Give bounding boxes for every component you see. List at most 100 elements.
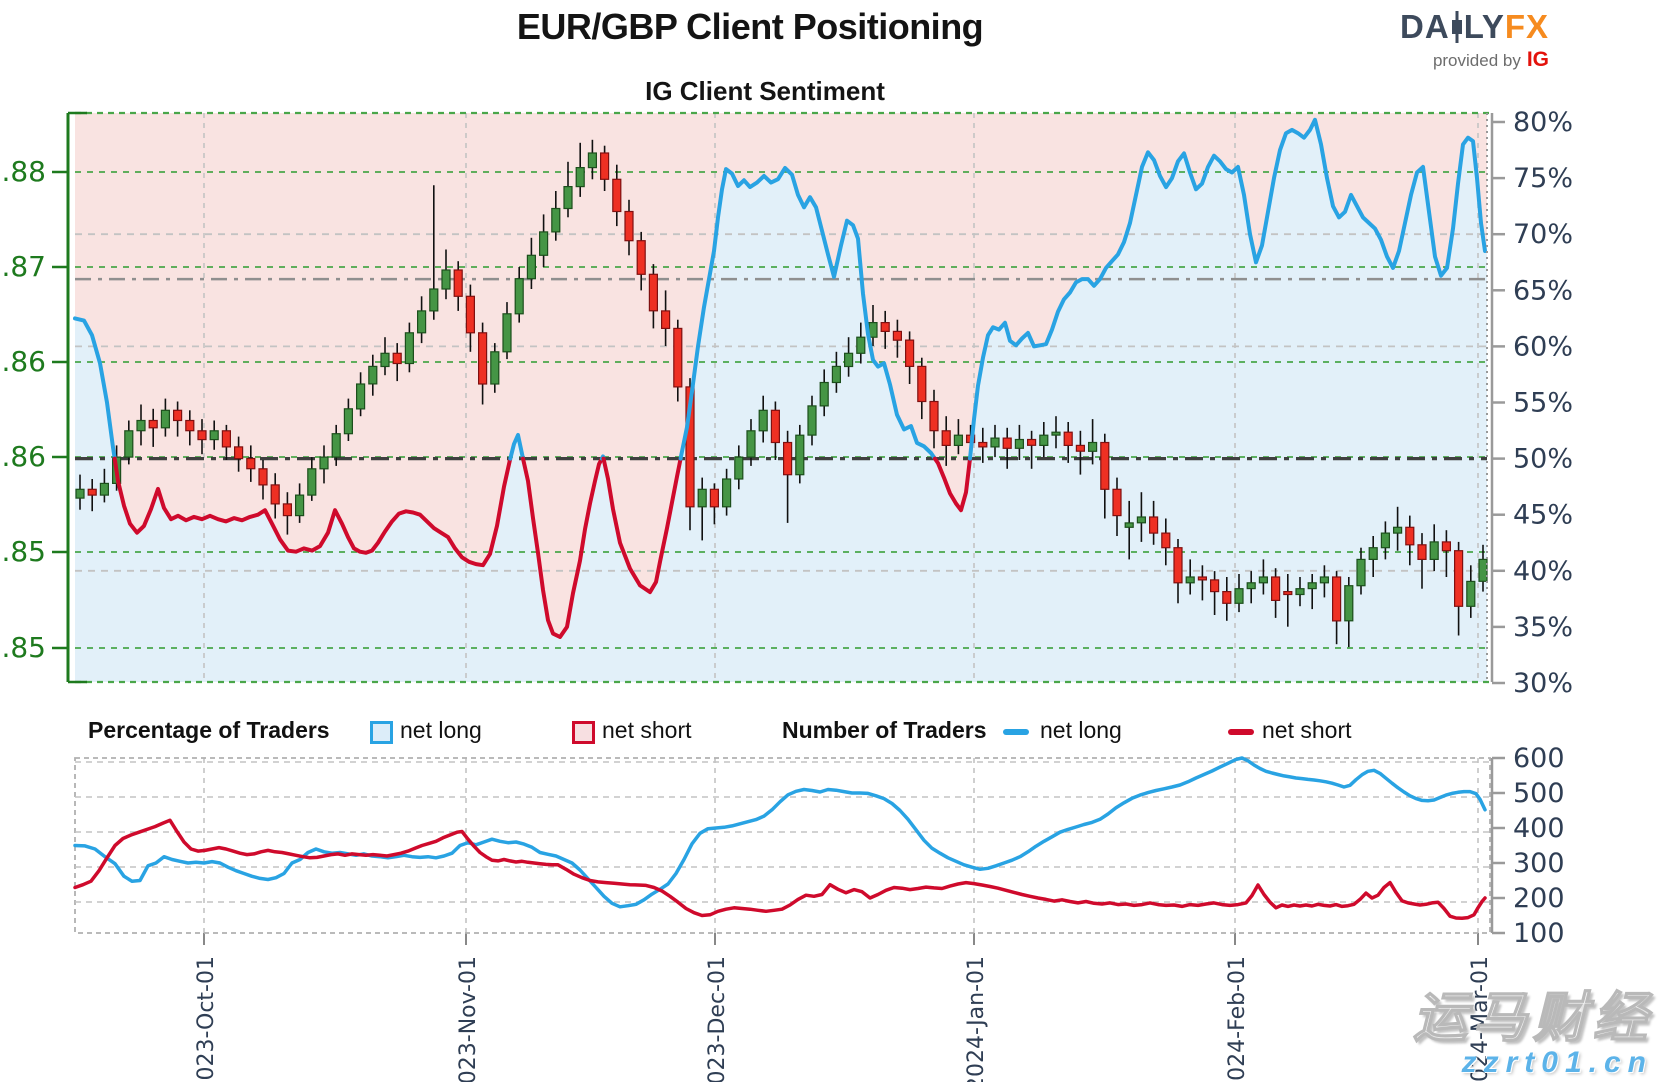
ig-logo: IG bbox=[1526, 48, 1549, 71]
candle-body-bull bbox=[1478, 558, 1488, 582]
candle-body-bull bbox=[417, 310, 427, 334]
candle-body-bull bbox=[1466, 580, 1476, 607]
legend-num-net-short: net short bbox=[1262, 717, 1352, 743]
candle-body-bull bbox=[319, 456, 329, 470]
candle-body-bull bbox=[1014, 438, 1025, 449]
candle-body-bear bbox=[185, 419, 195, 432]
candle-body-bull bbox=[746, 430, 756, 458]
net-long-square-icon bbox=[370, 721, 393, 744]
candle-body-bear bbox=[258, 468, 268, 486]
price-axis-label: 0.87 bbox=[0, 250, 46, 283]
legend-percentage-of-traders: Percentage of Traders bbox=[88, 717, 330, 743]
logo-fx: FX bbox=[1504, 8, 1549, 45]
candle-body-bear bbox=[941, 430, 951, 446]
pct-net-short-line bbox=[112, 456, 513, 568]
candle-body-bull bbox=[514, 278, 524, 315]
count-axis-label: 600 bbox=[1513, 743, 1565, 774]
logo-ly: LY bbox=[1463, 8, 1505, 45]
candle-body-bear bbox=[453, 269, 463, 297]
candle-body-bear bbox=[173, 409, 183, 422]
candle-body-bear bbox=[1063, 431, 1073, 447]
pct-net-short-line bbox=[521, 456, 604, 639]
net-long-majority-area bbox=[75, 119, 1487, 683]
candle-body-bull bbox=[404, 332, 414, 365]
candle-body-bull bbox=[1258, 576, 1269, 584]
net-short-square-icon bbox=[572, 721, 595, 744]
candle-body-bull bbox=[843, 352, 854, 368]
pct-axis-label: 70% bbox=[1513, 219, 1573, 250]
candle-body-bear bbox=[221, 430, 231, 448]
candle-body-bull bbox=[551, 207, 561, 233]
candle-body-bull bbox=[1185, 576, 1195, 584]
count-axis-label: 300 bbox=[1513, 848, 1565, 879]
candle-body-bear bbox=[880, 322, 890, 333]
candle-body-bear bbox=[197, 430, 207, 441]
candle-body-bear bbox=[917, 365, 927, 403]
net-long-line-icon bbox=[1003, 729, 1029, 735]
legend-pct-net-long: net long bbox=[400, 717, 482, 743]
candle-body-bull bbox=[856, 336, 866, 354]
x-axis-date-label: 2024-Jan-01 bbox=[964, 956, 989, 1082]
candle-body-bull bbox=[1039, 434, 1049, 447]
candle-body-bull bbox=[807, 405, 817, 436]
x-axis-date-label: 2024-Feb-01 bbox=[1225, 956, 1250, 1082]
candle-body-bull bbox=[75, 488, 85, 499]
candle-body-bear bbox=[148, 419, 158, 429]
candle-body-bull bbox=[1392, 526, 1403, 534]
pct-net-short-line bbox=[932, 456, 972, 513]
dailyfx-logo: DA LY FX bbox=[1400, 8, 1549, 46]
candle-body-bull bbox=[1356, 558, 1366, 587]
candles-layer bbox=[75, 139, 1488, 648]
price-axis-label: 0.86 bbox=[0, 440, 46, 473]
candle-body-bear bbox=[1002, 437, 1012, 449]
pct-net-long-line bbox=[508, 433, 525, 461]
provided-by: provided by IG bbox=[1433, 48, 1549, 72]
candle-body-bear bbox=[624, 210, 634, 242]
candle-body-bear bbox=[87, 488, 97, 496]
candle-body-bear bbox=[929, 400, 939, 432]
candle-body-bear bbox=[1148, 516, 1159, 534]
candle-body-bull bbox=[343, 408, 353, 435]
count-axis-label: 100 bbox=[1513, 918, 1565, 949]
candle-body-bull bbox=[1380, 532, 1391, 549]
candle-body-bear bbox=[1331, 576, 1342, 622]
candle-body-bull bbox=[563, 186, 573, 210]
candle-body-bull bbox=[1124, 522, 1134, 528]
x-axis-date-label: 2023-Oct-01 bbox=[194, 956, 219, 1082]
provided-by-text: provided by bbox=[1432, 51, 1521, 70]
candle-body-bull bbox=[1246, 582, 1256, 590]
candle-body-bull bbox=[1368, 547, 1378, 561]
candle-body-bull bbox=[734, 456, 744, 480]
candle-body-bear bbox=[1283, 590, 1293, 596]
logo-da: DA bbox=[1400, 8, 1450, 45]
candle-body-bull bbox=[697, 488, 707, 508]
legend-number-of-traders: Number of Traders bbox=[782, 717, 987, 743]
candle-body-bull bbox=[380, 352, 390, 368]
candle-body-bear bbox=[636, 240, 646, 275]
candle-body-bull bbox=[136, 419, 146, 432]
price-axis-label: 0.85 bbox=[0, 535, 46, 568]
candle-body-bear bbox=[599, 152, 610, 180]
candle-body-bull bbox=[209, 430, 219, 441]
candle-body-bull bbox=[831, 365, 842, 384]
candle-body-bear bbox=[270, 484, 280, 505]
candle-body-bear bbox=[673, 327, 683, 388]
candle-body-bear bbox=[1222, 590, 1232, 604]
candle-body-bull bbox=[307, 468, 317, 496]
candle-body-bear bbox=[904, 339, 915, 368]
candle-body-bear bbox=[1100, 441, 1110, 490]
candle-body-bear bbox=[1197, 576, 1208, 581]
candle-body-bear bbox=[478, 332, 488, 385]
candle-body-bear bbox=[1026, 438, 1037, 446]
candle-body-bear bbox=[1441, 541, 1452, 552]
candle-body-bear bbox=[1417, 544, 1427, 560]
pct-axis-label: 60% bbox=[1513, 331, 1573, 362]
candle-body-bull bbox=[441, 269, 451, 290]
candle-body-bear bbox=[1161, 532, 1171, 549]
candle-body-bull bbox=[758, 409, 768, 432]
pct-axis-label: 45% bbox=[1513, 500, 1573, 531]
candle-body-bull bbox=[331, 433, 341, 458]
net-short-majority-area bbox=[75, 113, 1487, 637]
